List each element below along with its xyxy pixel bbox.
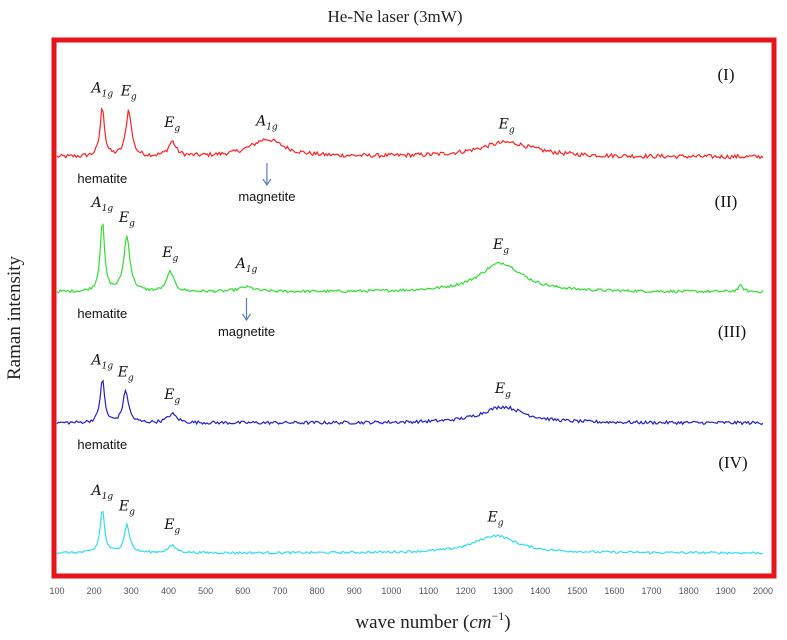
- x-axis-ticks: 100 200 300 400 500 600 700 800 900 1000 1100 1200 1…: [49, 586, 773, 596]
- x-tick-label: 1800: [679, 586, 699, 596]
- y-axis-label: Raman intensity: [4, 255, 25, 380]
- annotation-arrow-head: [242, 313, 251, 322]
- spectrum-line: [56, 223, 764, 294]
- peak-label: Eg: [163, 115, 180, 134]
- peak-label: A1g: [234, 256, 258, 275]
- peak-label: Eg: [487, 510, 504, 529]
- x-tick-label: 300: [124, 586, 139, 596]
- x-tick-label: 1400: [530, 586, 550, 596]
- spectrum-line: [56, 510, 764, 555]
- panel-label: (IV): [718, 453, 747, 472]
- mineral-label: magnetite: [238, 189, 295, 204]
- x-tick-label: 1300: [493, 586, 513, 596]
- x-tick-label: 1700: [641, 586, 661, 596]
- x-tick-label: 700: [272, 586, 287, 596]
- x-tick-label: 100: [49, 586, 64, 596]
- x-tick-label: 400: [161, 586, 176, 596]
- x-tick-label: 500: [198, 586, 213, 596]
- x-tick-label: 2000: [753, 586, 773, 596]
- peak-label: Eg: [117, 364, 134, 383]
- x-tick-label: 1000: [381, 586, 401, 596]
- peak-label: A1g: [89, 195, 113, 214]
- peak-label: A1g: [89, 81, 113, 100]
- spectra-layer: [56, 107, 764, 555]
- x-tick-label: 1900: [716, 586, 736, 596]
- x-tick-label: 900: [347, 586, 362, 596]
- mineral-label: hematite: [77, 306, 127, 321]
- peak-label: A1g: [89, 483, 113, 502]
- plot-frame: [51, 37, 777, 579]
- x-tick-label: 1600: [604, 586, 624, 596]
- x-tick-label: 1500: [567, 586, 587, 596]
- peak-label: Eg: [494, 381, 511, 400]
- x-tick-label: 1200: [456, 586, 476, 596]
- peak-label: A1g: [89, 353, 113, 372]
- x-tick-label: 200: [87, 586, 102, 596]
- spectrum-line: [56, 107, 764, 160]
- mineral-label: magnetite: [218, 324, 275, 339]
- x-axis-label: wave number (cm−1): [355, 609, 510, 633]
- mineral-label: hematite: [77, 437, 127, 452]
- panel-label: (I): [718, 65, 735, 84]
- spectrum-line: [56, 379, 764, 426]
- peak-label: Eg: [492, 237, 509, 256]
- peak-label: A1g: [254, 113, 278, 132]
- annotation-arrow-head: [262, 178, 272, 187]
- chart-title: He-Ne laser (3mW): [328, 7, 463, 26]
- x-tick-label: 1100: [419, 586, 438, 596]
- peak-label: Eg: [118, 210, 135, 229]
- peak-label: Eg: [163, 387, 180, 406]
- peak-label: Eg: [161, 245, 178, 264]
- peak-label: Eg: [120, 84, 137, 103]
- x-tick-label: 800: [310, 586, 325, 596]
- x-tick-label: 600: [235, 586, 250, 596]
- panel-label: (III): [718, 322, 746, 341]
- peak-label: Eg: [118, 499, 135, 518]
- peak-label: Eg: [498, 116, 515, 135]
- mineral-label: hematite: [77, 171, 127, 186]
- peak-label: Eg: [163, 517, 180, 536]
- panel-label: (II): [715, 192, 738, 211]
